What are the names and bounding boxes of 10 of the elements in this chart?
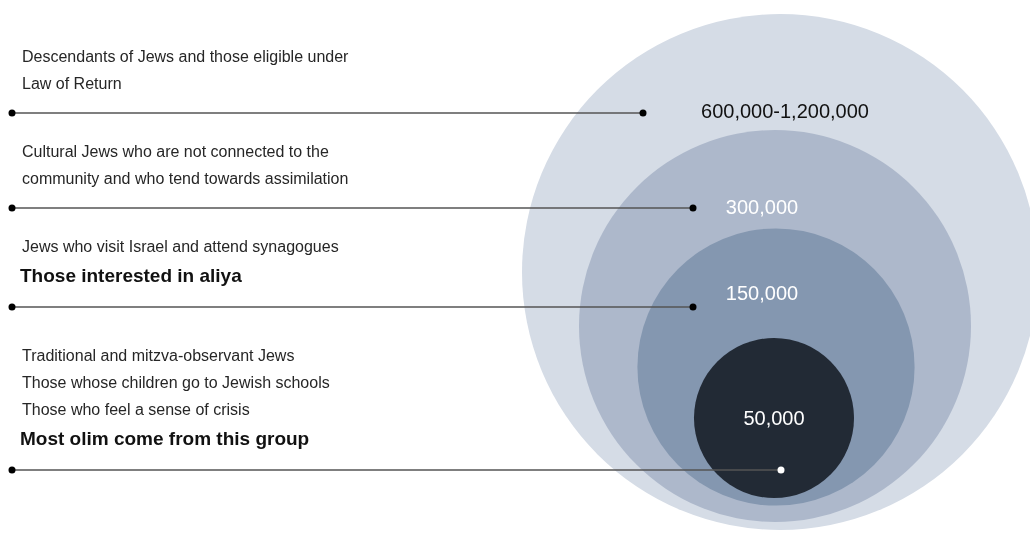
category-label: Descendants of Jews and those eligible under Law of Return [22,48,350,93]
category-label: Cultural Jews who are not connected to the community and who tend towards assimilation [22,143,349,188]
data-label: 150,000 [725,281,799,304]
data-label: 300,000 [725,195,799,218]
text: Most olim come from this group [20,428,310,450]
category-label: Jews who visit Israel and attend synagogues [22,238,339,256]
category-label: Traditional and mitzva-observant Jews Those whose children go to Jewish schools Those who feel a sense of crisis [22,347,330,419]
text: Those interested in aliya [20,265,243,287]
data-label: 600,000-1,200,000 [701,99,869,122]
data-label: 50,000 [743,406,805,429]
